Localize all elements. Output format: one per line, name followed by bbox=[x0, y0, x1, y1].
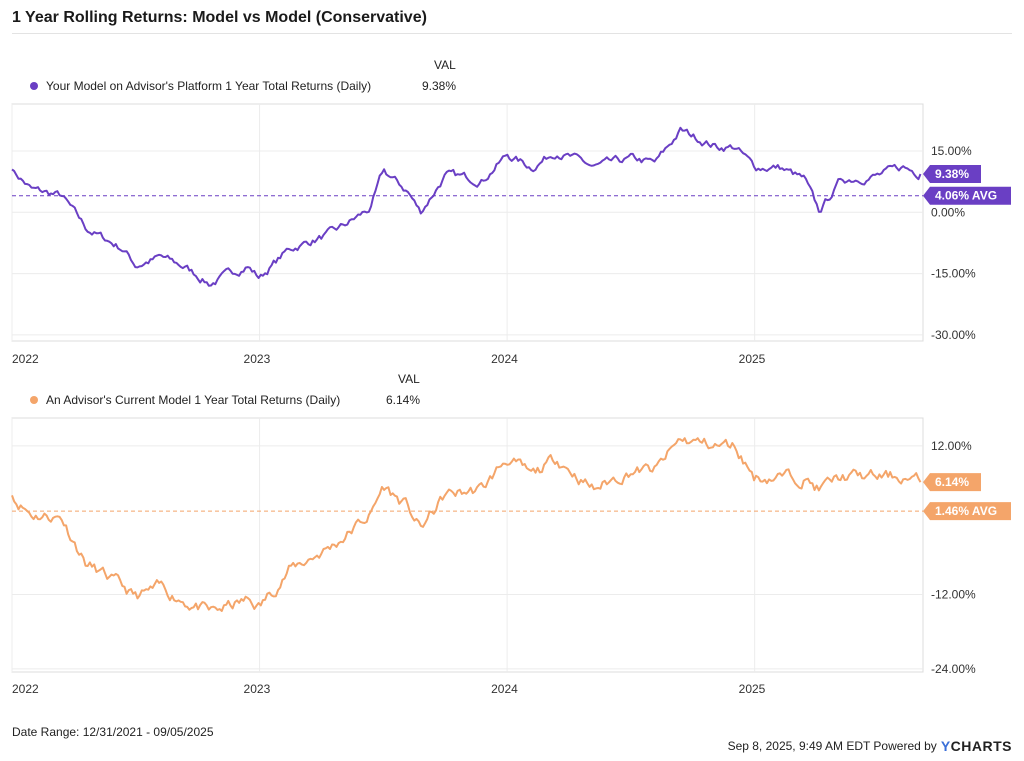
timestamp-label: Sep 8, 2025, 9:49 AM EDT Powered by bbox=[727, 739, 937, 753]
last-value-flag bbox=[923, 164, 981, 183]
average-label: 1.46% AVG bbox=[935, 504, 997, 518]
date-range-label: Date Range: 12/31/2021 - 09/05/2025 bbox=[12, 725, 214, 739]
legend-label-series-2: An Advisor's Current Model 1 Year Total … bbox=[46, 393, 341, 407]
legend-value-series-1: 9.38% bbox=[422, 79, 457, 93]
last-value-label: 6.14% bbox=[935, 475, 969, 489]
x-tick-label: 2025 bbox=[739, 352, 766, 366]
logo-y: Y bbox=[940, 738, 951, 754]
legend-val-header-2: VAL bbox=[398, 372, 420, 386]
y-tick-label: -30.00% bbox=[931, 328, 976, 342]
x-tick-label: 2022 bbox=[12, 682, 39, 696]
last-value-label: 9.38% bbox=[935, 167, 969, 181]
average-flag bbox=[923, 186, 1011, 205]
legend-value-series-2: 6.14% bbox=[386, 393, 421, 407]
page-title: 1 Year Rolling Returns: Model vs Model (… bbox=[12, 9, 427, 26]
x-tick-label: 2024 bbox=[491, 352, 518, 366]
logo-text: CHARTS bbox=[950, 738, 1012, 754]
y-tick-label: -24.00% bbox=[931, 662, 976, 676]
footer-attribution: Sep 8, 2025, 9:49 AM EDT Powered by YCHA… bbox=[728, 738, 1012, 754]
x-tick-label: 2025 bbox=[739, 682, 766, 696]
y-tick-label: -12.00% bbox=[931, 588, 976, 602]
average-flag bbox=[923, 502, 1011, 521]
chart-panel-1[interactable]: 15.00% 0.00% -15.00% -30.00% 2022 2023 2024 202… bbox=[0, 98, 1024, 368]
plot-area-frame bbox=[11, 103, 924, 342]
x-tick-label: 2023 bbox=[244, 352, 271, 366]
average-label: 4.06% AVG bbox=[935, 189, 997, 203]
legend-dot-icon bbox=[30, 396, 38, 404]
series-line-2 bbox=[11, 437, 922, 612]
x-tick-label: 2022 bbox=[12, 352, 39, 366]
legend-label-series-1: Your Model on Advisor's Platform 1 Year … bbox=[46, 79, 372, 93]
y-tick-label: 12.00% bbox=[931, 439, 972, 453]
plot-area-frame bbox=[11, 417, 924, 673]
series-line-1 bbox=[11, 126, 922, 287]
chart-panel-2[interactable]: 12.00% -12.00% -24.00% 2022 2023 2024 2025 6.14… bbox=[0, 412, 1024, 712]
ycharts-logo[interactable]: YCHARTS bbox=[941, 738, 1012, 754]
x-tick-label: 2023 bbox=[244, 682, 271, 696]
last-value-flag bbox=[923, 473, 981, 492]
x-tick-label: 2024 bbox=[491, 682, 518, 696]
title-divider bbox=[12, 33, 1012, 34]
y-tick-label: 0.00% bbox=[931, 205, 965, 219]
legend-val-header-1: VAL bbox=[434, 58, 456, 72]
legend-item-series-1[interactable]: Your Model on Advisor's Platform 1 Year … bbox=[30, 79, 371, 93]
y-tick-label: 15.00% bbox=[931, 144, 972, 158]
legend-item-series-2[interactable]: An Advisor's Current Model 1 Year Total … bbox=[30, 393, 340, 407]
legend-dot-icon bbox=[30, 82, 38, 90]
y-tick-label: -15.00% bbox=[931, 267, 976, 281]
